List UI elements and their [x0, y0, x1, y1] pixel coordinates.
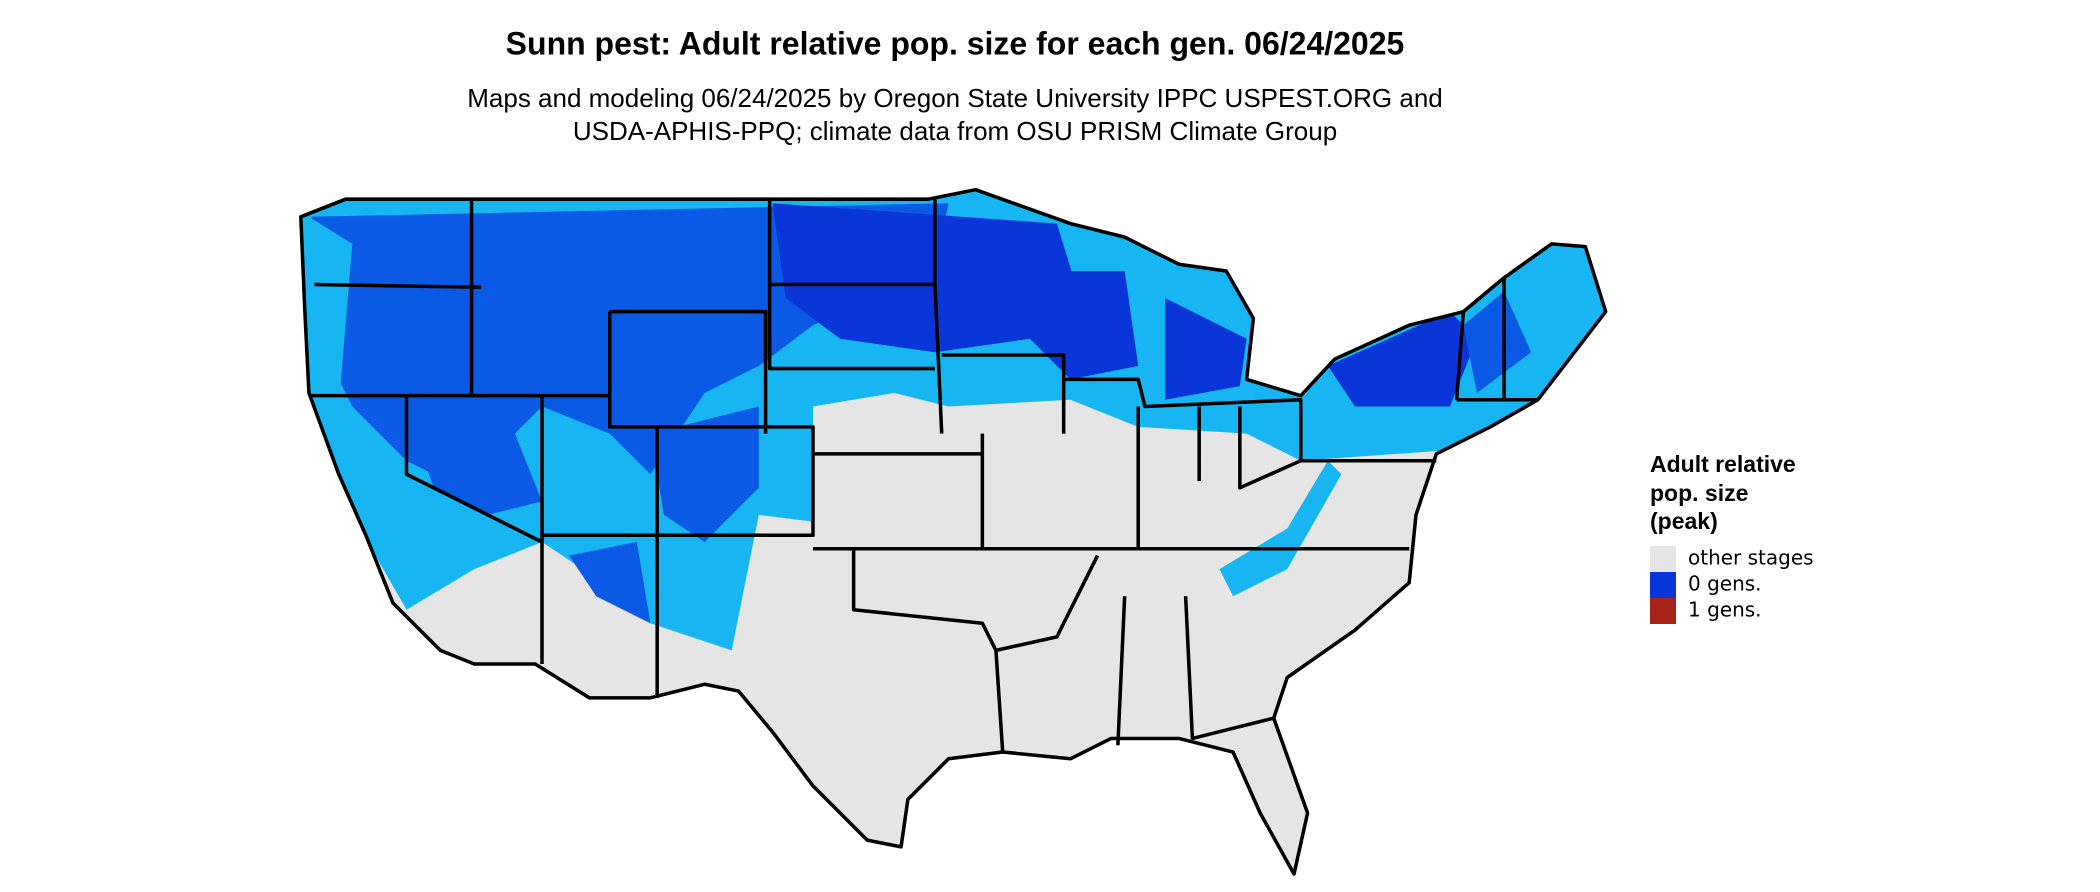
legend-swatch	[1650, 546, 1676, 572]
legend-swatch	[1650, 598, 1676, 624]
legend-label: 1 gens.	[1688, 598, 1762, 622]
subtitle: USDA-APHIS-PPQ; climate data from OSU PR…	[573, 116, 1337, 146]
subtitle: Maps and modeling 06/24/2025 by Oregon S…	[467, 83, 1443, 113]
legend-title: (peak)	[1650, 508, 1718, 534]
legend-label: other stages	[1688, 546, 1814, 570]
legend-title: Adult relative	[1650, 451, 1796, 477]
legend-title: pop. size	[1650, 480, 1748, 506]
us-map	[299, 187, 1608, 876]
map-title: Sunn pest: Adult relative pop. size for …	[506, 25, 1405, 61]
legend-swatch	[1650, 572, 1676, 598]
state-borders	[299, 187, 1608, 876]
legend-label: 0 gens.	[1688, 572, 1762, 596]
